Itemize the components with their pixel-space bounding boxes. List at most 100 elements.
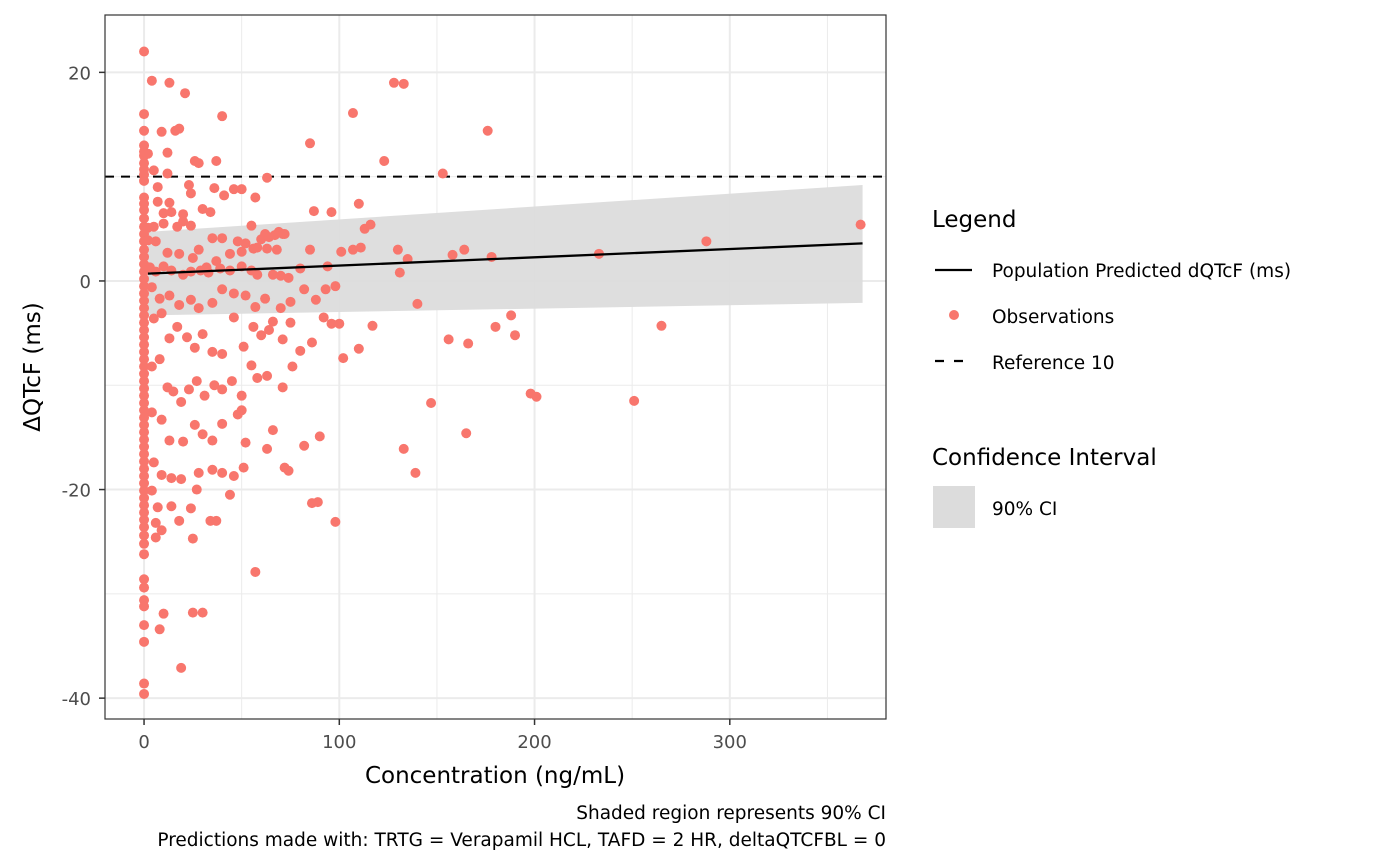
ci-legend-title: Confidence Interval [932,445,1157,471]
x-axis: 0 100 200 300 [138,719,747,753]
observation-point [152,502,163,513]
observation-point [318,312,329,323]
observation-point [232,236,243,247]
observation-point [267,316,278,327]
observation-point [306,337,317,348]
observation-point [156,525,167,536]
observation-point [146,407,157,418]
observation-point [139,205,150,216]
observation-point [285,317,296,328]
observation-point [262,443,273,454]
observation-point [139,574,150,585]
observation-point [148,221,159,232]
observation-point [174,515,185,526]
x-tick-label: 100 [322,732,356,753]
observation-point [187,533,198,544]
observation-point [250,302,261,313]
observation-point [207,297,218,308]
observation-point [209,183,220,194]
observation-point [211,256,222,267]
observation-point [139,636,150,647]
observation-point [256,234,267,245]
observation-point [162,247,173,258]
observation-point [388,77,399,88]
x-axis-title: Concentration (ng/mL) [365,763,625,789]
observation-point [176,396,187,407]
x-tick-label: 0 [138,732,149,753]
observation-point [154,293,165,304]
observation-point [267,269,278,280]
observation-point [207,346,218,357]
observation-point [326,207,337,218]
observation-point [191,376,202,387]
observation-point [355,242,366,253]
observation-point [240,238,251,249]
observation-point [207,435,218,446]
observation-point [166,207,177,218]
observation-point [353,343,364,354]
observation-point [139,383,150,394]
observation-point [203,267,214,278]
observation-point [252,372,263,383]
y-tick-label: -20 [62,481,91,502]
observation-point [211,156,222,167]
observation-point [398,443,409,454]
observation-point [193,303,204,314]
observation-point [166,501,177,512]
observation-point [219,190,230,201]
observation-point [139,419,150,430]
observation-point [299,440,310,451]
observation-point [228,470,239,481]
observation-point [267,425,278,436]
observation-point [139,507,150,518]
observation-point [139,317,150,328]
observation-point [185,294,196,305]
observation-point [150,236,161,247]
observation-point [152,196,163,207]
observation-point [326,318,337,329]
observation-point [224,489,235,500]
observation-point [156,469,167,480]
observation-point [150,517,161,528]
observation-point [139,376,150,387]
legend-item-observations: Observations [992,307,1114,328]
observation-point [277,334,288,345]
observation-point [205,207,216,218]
observation-point [164,333,175,344]
legend-item-ci: 90% CI [992,499,1057,520]
observation-point [320,284,331,295]
observation-point [308,206,319,217]
observation-point [139,405,150,416]
observation-point [139,427,150,438]
observation-point [334,318,345,329]
observation-point [142,148,153,159]
observation-point [139,478,150,489]
observation-point [209,380,220,391]
observation-point [166,473,177,484]
observation-point [164,290,175,301]
observation-point [139,500,150,511]
observation-point [156,414,167,425]
observation-point [139,456,150,467]
observation-point [283,272,294,283]
legend-item-reference: Reference 10 [992,353,1115,374]
observation-point [437,168,448,179]
observation-point [139,463,150,474]
observation-point [139,288,150,299]
observation-point [139,46,150,57]
observation-point [248,243,259,254]
legend-title: Legend [932,207,1017,233]
observation-point [224,248,235,259]
observation-point [139,244,150,255]
observation-point [139,678,150,689]
observation-point [139,549,150,560]
y-tick-label: 20 [68,63,91,84]
observation-point [353,198,364,209]
observation-point [193,467,204,478]
observation-point [139,485,150,496]
observation-point [426,397,437,408]
observation-point [139,109,150,120]
observation-point [139,514,150,525]
observation-point [139,361,150,372]
